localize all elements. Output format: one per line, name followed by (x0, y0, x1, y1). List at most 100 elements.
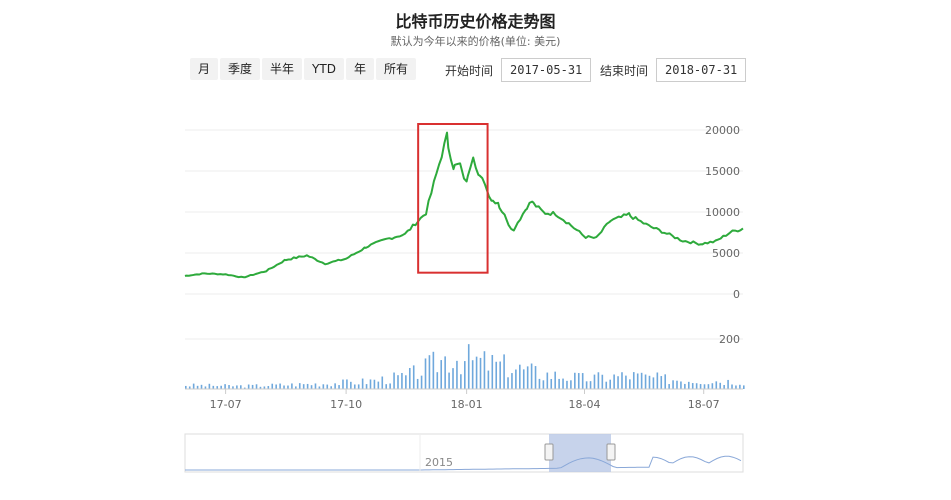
volume-bar (432, 351, 435, 389)
volume-bar (259, 386, 262, 389)
volume-bar (440, 360, 443, 389)
volume-bar (735, 385, 737, 389)
x-axis-tick-label: 17-10 (330, 398, 362, 411)
volume-bar (306, 383, 309, 389)
volume-bar (295, 386, 297, 389)
volume-bar (684, 383, 686, 389)
volume-bar (357, 384, 360, 389)
volume-bar (562, 378, 564, 389)
range-button-all[interactable]: 所有 (375, 58, 416, 80)
volume-bar (495, 361, 498, 389)
volume-bar (475, 356, 478, 389)
volume-bar (452, 368, 454, 389)
volume-bar (251, 384, 254, 389)
volume-bar (188, 386, 191, 389)
volume-bar (739, 384, 741, 389)
volume-bar (342, 379, 344, 389)
volume-bar (644, 374, 647, 389)
volume-bar (640, 372, 643, 389)
price-axis-tick-label: 5000 (712, 247, 740, 260)
navigator-series-line (185, 455, 742, 471)
volume-bar (605, 381, 608, 389)
volume-bar (185, 385, 187, 389)
volume-bar (212, 385, 215, 389)
volume-bar (377, 381, 380, 389)
range-button-year[interactable]: 年 (345, 58, 374, 80)
volume-bar (574, 372, 576, 389)
volume-bar (381, 376, 384, 389)
volume-bar (522, 369, 525, 389)
volume-bar (353, 384, 356, 389)
range-button-month[interactable]: 月 (190, 58, 219, 80)
volume-bar (699, 384, 702, 389)
volume-bar (723, 385, 725, 389)
volume-bar (534, 366, 537, 389)
volume-bar (204, 386, 207, 389)
volume-bar (279, 383, 281, 389)
volume-bar (515, 369, 517, 389)
chart-title: 比特币历史价格走势图 (395, 12, 556, 31)
volume-bar (420, 375, 423, 389)
volume-bar (228, 385, 230, 389)
volume-bar (664, 374, 667, 389)
volume-bar (334, 383, 336, 389)
volume-bar (609, 379, 611, 389)
volume-bar (397, 375, 399, 389)
price-axis-tick-label: 0 (733, 288, 740, 301)
volume-bar (424, 358, 427, 389)
volume-bar (224, 384, 226, 389)
volume-bar (680, 381, 682, 389)
volume-bar (460, 374, 462, 389)
start-date-input[interactable]: 2017-05-31 (501, 58, 592, 82)
volume-bar (416, 378, 419, 389)
navigator-year-label: 2015 (425, 456, 453, 469)
range-button-ytd[interactable]: YTD (304, 58, 344, 80)
volume-bar (687, 381, 690, 389)
volume-bar (271, 383, 274, 389)
volume-bar (322, 384, 325, 389)
price-axis-tick-label: 10000 (705, 206, 740, 219)
volume-bar (314, 383, 317, 389)
end-date-group: 结束时间 2018-07-31 (600, 58, 747, 82)
volume-bar (519, 364, 521, 389)
volume-bar (691, 383, 694, 389)
volume-bar (629, 379, 631, 389)
volume-bar (385, 384, 388, 389)
navigator-left-handle[interactable] (544, 443, 554, 461)
volume-bar (542, 380, 545, 389)
volume-bar (389, 383, 391, 389)
volume-bar (632, 372, 635, 389)
volume-bar (503, 354, 505, 389)
volume-bar (558, 378, 560, 389)
volume-bar (196, 385, 199, 389)
volume-bar (566, 380, 568, 389)
volume-bar (585, 381, 588, 389)
volume-bar (338, 385, 340, 389)
volume-bar (467, 344, 470, 389)
volume-bar (232, 386, 234, 389)
navigator-right-handle[interactable] (606, 443, 616, 461)
volume-bar (464, 361, 466, 389)
volume-bar (570, 380, 572, 389)
range-button-half-year[interactable]: 半年 (262, 58, 303, 80)
start-date-group: 开始时间 2017-05-31 (445, 58, 592, 82)
volume-bar (526, 366, 529, 389)
volume-bar (216, 386, 219, 389)
volume-bar (499, 361, 501, 389)
volume-bar (236, 385, 238, 389)
volume-bar (487, 370, 490, 389)
volume-bar (208, 383, 211, 389)
volume-bar (318, 386, 321, 389)
x-axis-tick-label: 18-01 (451, 398, 483, 411)
price-series-line (184, 131, 744, 279)
volume-bar (554, 371, 556, 389)
volume-bar (727, 379, 729, 389)
volume-bar (310, 385, 313, 389)
range-button-quarter[interactable]: 季度 (220, 58, 261, 80)
volume-bar (597, 372, 600, 389)
volume-bar (731, 384, 733, 389)
volume-bar (263, 386, 266, 389)
end-date-input[interactable]: 2018-07-31 (656, 58, 747, 82)
volume-bar (369, 379, 372, 389)
volume-bar (695, 383, 698, 389)
